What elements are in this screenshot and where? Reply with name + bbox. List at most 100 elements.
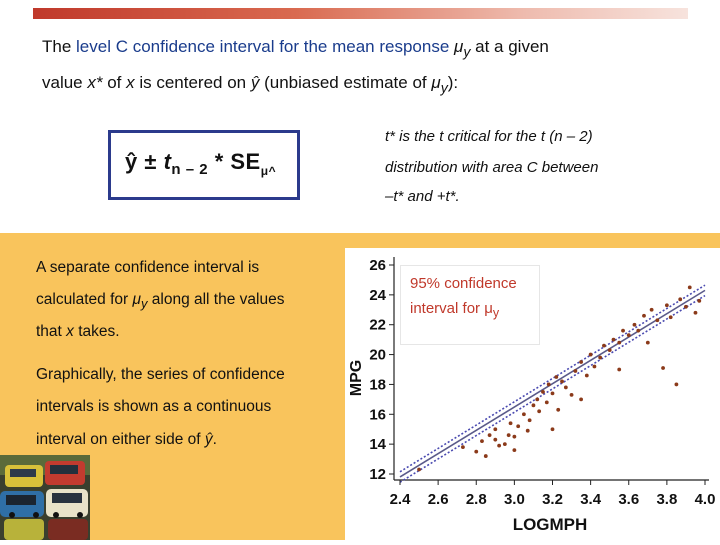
data-point: [502, 442, 507, 447]
explanation-line-6: interval on either side of ŷ.: [36, 431, 217, 448]
data-point: [617, 367, 622, 372]
data-point: [674, 382, 679, 387]
explanation-line-5: intervals is shown as a continuous: [36, 398, 272, 415]
y-tick-label: 22: [369, 317, 386, 334]
formula-box: ŷ ± tn – 2 * SEμ^: [108, 130, 300, 200]
data-point: [461, 445, 465, 450]
data-point: [642, 313, 646, 318]
intro-line-2: value x* of x is centered on ŷ (unbiased…: [42, 73, 459, 97]
data-point: [664, 303, 669, 308]
data-point: [497, 443, 502, 448]
ci-upper-bound: [399, 284, 706, 473]
t-note-line-3: –t* and +t*.: [385, 188, 460, 205]
data-point: [611, 337, 616, 342]
data-point: [493, 427, 498, 432]
x-tick-label: 2.8: [466, 491, 487, 508]
data-point: [550, 427, 555, 432]
data-point: [541, 389, 545, 394]
data-point: [546, 382, 551, 387]
x-tick-label: 2.4: [390, 491, 412, 508]
data-point: [584, 373, 589, 378]
cars-photo: [0, 455, 90, 540]
data-point: [554, 375, 559, 379]
x-tick-label: 3.0: [504, 491, 525, 508]
data-point: [525, 428, 530, 433]
data-point: [661, 366, 665, 370]
data-point: [569, 392, 574, 397]
data-point: [617, 340, 622, 345]
mpg-scatter-chart: 2.4 2.6 2.8 3.0 3.2 3.4 3.6 3.8 4.0 12 14 16 18 20 22 2…: [348, 257, 716, 534]
ci-formula: ŷ ± tn – 2 * SEμ^: [125, 149, 277, 178]
data-point: [417, 467, 421, 472]
data-point: [544, 400, 549, 405]
data-point: [493, 437, 498, 442]
data-point: [531, 403, 536, 408]
data-point: [556, 407, 561, 412]
data-point: [649, 307, 654, 312]
y-tick-label: 16: [369, 406, 386, 423]
data-point: [684, 304, 688, 309]
data-point: [483, 454, 488, 458]
data-point: [527, 418, 532, 423]
y-tick-label: 20: [369, 347, 386, 364]
x-tick-label: 2.6: [428, 491, 449, 508]
data-point: [655, 318, 660, 323]
data-point: [512, 448, 517, 453]
intro-line-1: The level C confidence interval for the …: [42, 37, 549, 61]
data-point: [508, 421, 513, 426]
t-note-line-1: t* is the t critical for the t (n – 2): [385, 128, 593, 145]
header-accent-bar: [33, 8, 688, 19]
data-point: [506, 433, 511, 438]
data-point: [626, 333, 631, 338]
data-point: [535, 397, 540, 402]
data-point: [537, 409, 542, 414]
x-tick-label: 4.0: [695, 491, 716, 508]
data-point: [645, 340, 650, 345]
y-tick-label: 26: [369, 257, 386, 274]
x-tick-label: 3.4: [580, 491, 602, 508]
y-tick-label: 14: [369, 436, 386, 453]
data-point: [592, 364, 597, 369]
data-point: [480, 439, 484, 444]
data-point: [516, 424, 521, 429]
data-point: [579, 360, 583, 364]
data-point: [621, 328, 625, 333]
data-point: [598, 355, 603, 360]
ci-lower-bound: [399, 294, 706, 483]
data-point: [588, 352, 593, 357]
data-point: [487, 433, 492, 438]
data-point: [560, 379, 564, 384]
y-tick-label: 18: [369, 376, 386, 393]
t-note-line-2: distribution with area C between: [385, 159, 599, 176]
data-point: [563, 385, 568, 390]
ci-label-box: [400, 265, 540, 345]
y-tick-label: 12: [369, 466, 386, 483]
data-point: [474, 449, 479, 454]
x-tick-label: 3.6: [618, 491, 639, 508]
ci-label-line-1: 95% confidence: [410, 275, 517, 292]
data-point: [693, 310, 698, 315]
data-point: [678, 297, 683, 302]
x-tick-label: 3.2: [542, 491, 563, 508]
data-point: [602, 343, 606, 348]
data-point: [687, 285, 692, 290]
y-axis-label: MPG: [348, 360, 365, 396]
explanation-line-3: that x takes.: [36, 323, 120, 340]
data-point: [573, 369, 578, 373]
ci-label-line-2: interval for μy: [410, 300, 500, 320]
data-point: [697, 298, 702, 303]
data-point: [522, 412, 526, 417]
x-axis-label: LOGMPH: [513, 515, 588, 534]
data-point: [550, 391, 555, 396]
explanation-line-2: calculated for μy along all the values: [36, 291, 285, 312]
data-point: [512, 434, 517, 439]
explanation-line-4: Graphically, the series of confidence: [36, 366, 285, 383]
ci-heading-emphasis: level C confidence interval for the mean…: [76, 37, 450, 56]
data-point: [632, 322, 637, 327]
data-point: [607, 348, 612, 352]
data-point: [668, 315, 673, 320]
data-point: [579, 397, 583, 402]
regression-line: [399, 289, 706, 478]
data-point: [636, 328, 641, 333]
y-tick-label: 24: [369, 287, 386, 304]
